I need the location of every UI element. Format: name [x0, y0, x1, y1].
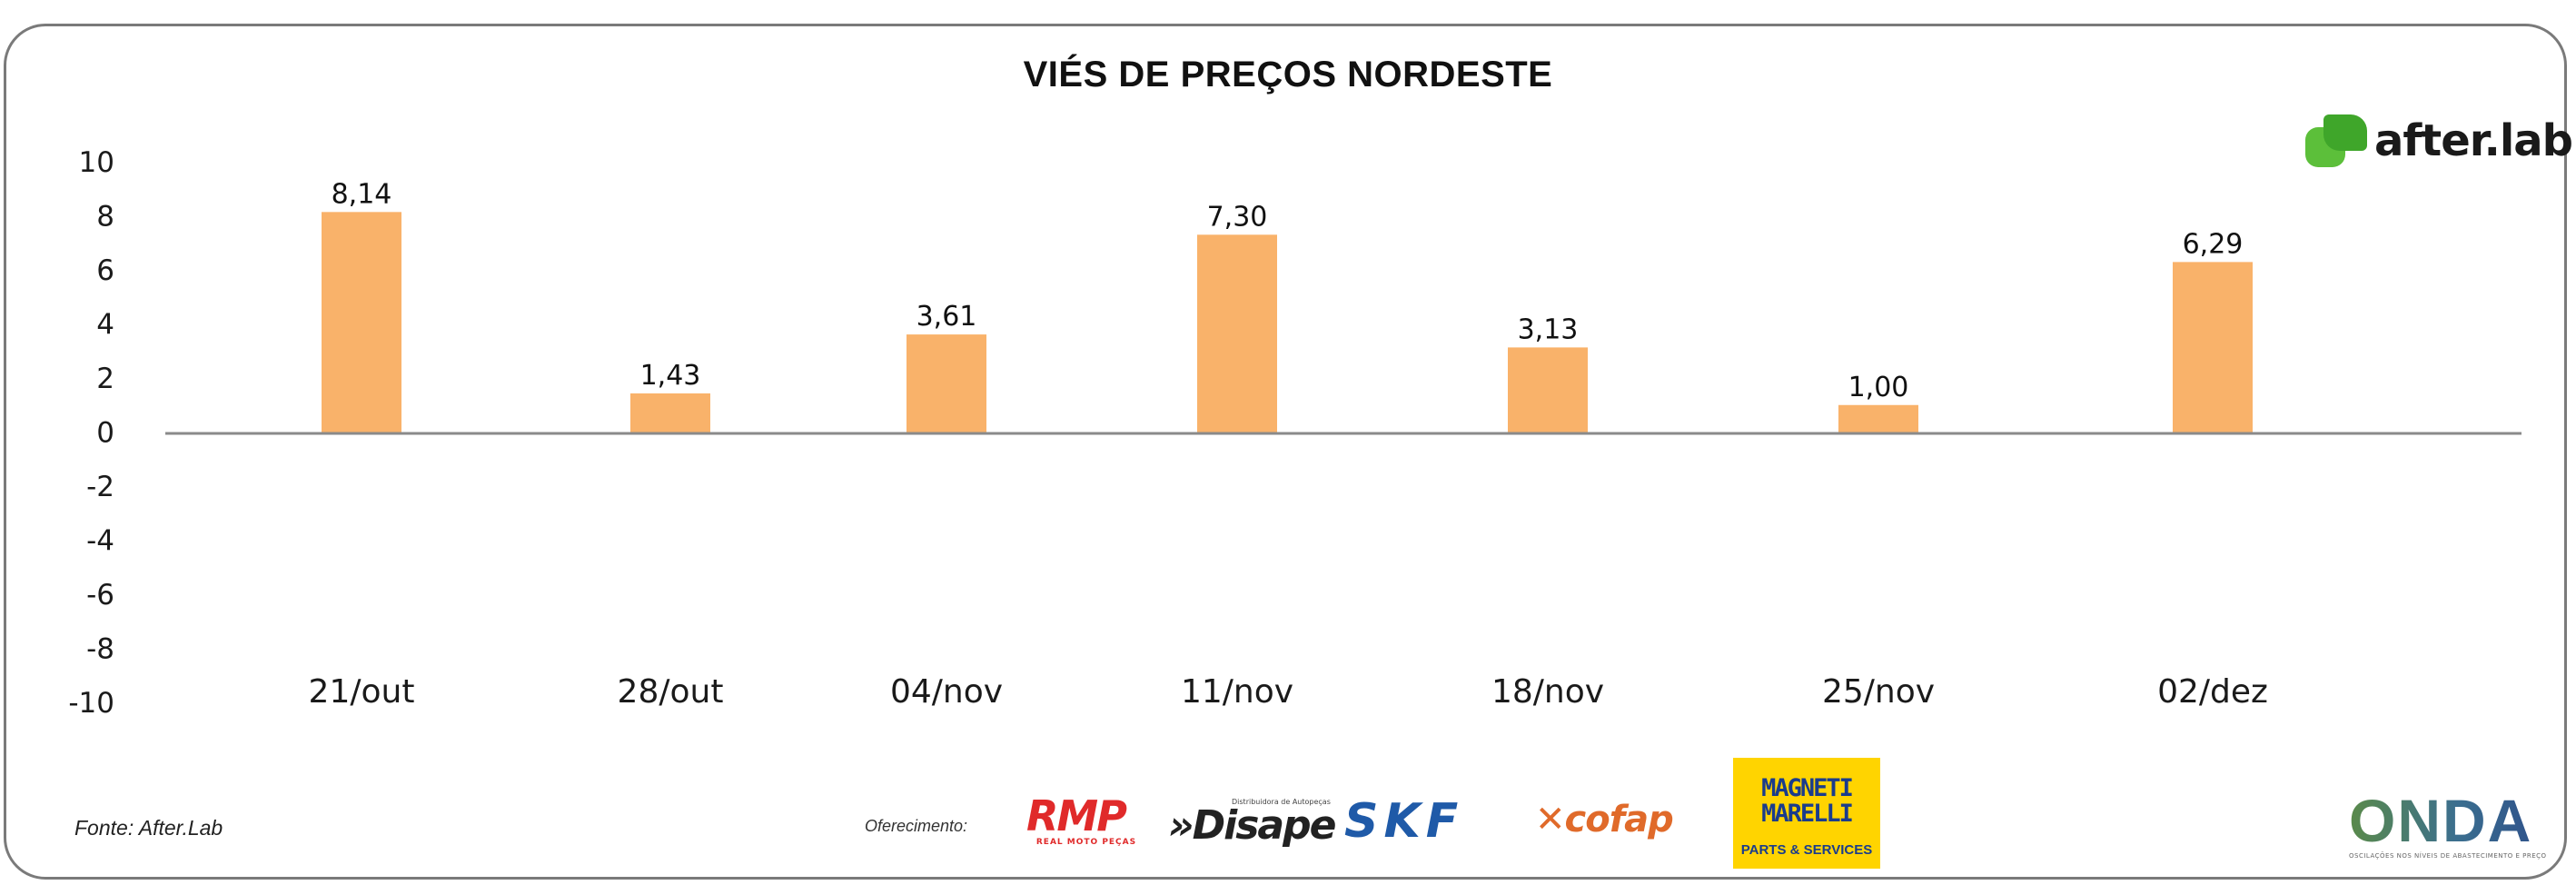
- data-label: 1,43: [640, 360, 701, 392]
- data-label: 8,14: [332, 178, 392, 210]
- bar: [2173, 262, 2253, 433]
- magneti-marelli-text: MAGNETI MARELLI: [1761, 774, 1854, 828]
- cofap-chevron-icon: ✕: [1535, 799, 1566, 840]
- x-category-label: 02/dez: [2157, 673, 2268, 711]
- y-tick-label: 2: [96, 363, 114, 395]
- x-category-label: 11/nov: [1181, 673, 1293, 711]
- data-label: 3,61: [916, 301, 977, 333]
- data-label: 3,13: [1518, 313, 1579, 345]
- y-tick-label: -8: [86, 633, 114, 666]
- data-label: 6,29: [2183, 228, 2244, 260]
- cofap-logo-text: cofap: [1564, 799, 1674, 840]
- rmp-logo: RMP REAL MOTO PEÇAS: [1026, 794, 1146, 847]
- bar: [1197, 234, 1277, 433]
- y-axis-ticks: 10 8 6 4 2 0 -2 -4 -6 -8 -10: [68, 146, 114, 720]
- disape-logo-text: »Disape: [1168, 802, 1336, 849]
- bar: [322, 212, 401, 433]
- y-tick-label: -4: [86, 525, 114, 558]
- rmp-logo-text: RMP: [1026, 791, 1127, 840]
- afterlab-logo: after.lab: [2305, 114, 2573, 167]
- afterlab-logo-text: after.lab: [2374, 115, 2573, 166]
- source-note: Fonte: After.Lab: [74, 816, 223, 840]
- bar: [1838, 404, 1918, 433]
- onda-logo-text: ONDA: [2349, 791, 2547, 850]
- data-label: 1,00: [1848, 372, 1909, 403]
- x-category-label: 28/out: [618, 673, 724, 711]
- bar: [630, 393, 710, 433]
- chart-title: VIÉS DE PREÇOS NORDESTE: [1023, 55, 1553, 94]
- x-category-label: 25/nov: [1822, 673, 1935, 711]
- magneti-marelli-logo: MAGNETI MARELLI PARTS & SERVICES: [1733, 758, 1880, 869]
- magneti-parts-services: PARTS & SERVICES: [1740, 842, 1873, 858]
- x-category-label: 04/nov: [890, 673, 1003, 711]
- data-label: 7,30: [1207, 201, 1268, 233]
- onda-logo: ONDA OSCILAÇÕES NOS NÍVEIS DE ABASTECIME…: [2349, 791, 2547, 860]
- bars: [322, 212, 2253, 433]
- y-tick-label: 8: [96, 201, 114, 234]
- y-tick-label: -2: [86, 471, 114, 503]
- disape-logo: Distribuidora de Autopeças »Disape: [1168, 798, 1336, 849]
- y-tick-label: -10: [68, 687, 114, 720]
- chart-frame: [4, 24, 2567, 880]
- x-axis-categories: 21/out 28/out 04/nov 11/nov 18/nov 25/nov 02/d…: [309, 673, 2268, 711]
- y-tick-label: 0: [96, 417, 114, 450]
- x-category-label: 18/nov: [1491, 673, 1604, 711]
- rmp-logo-sub: REAL MOTO PEÇAS: [1035, 838, 1137, 847]
- y-tick-label: -6: [86, 579, 114, 612]
- bar: [1508, 347, 1588, 433]
- skf-logo: SKF: [1344, 794, 1464, 849]
- sponsor-label: Oferecimento:: [865, 817, 968, 835]
- x-category-label: 21/out: [309, 673, 415, 711]
- onda-logo-sub: OSCILAÇÕES NOS NÍVEIS DE ABASTECIMENTO E…: [2349, 852, 2547, 860]
- cofap-logo: ✕cofap: [1535, 799, 1674, 840]
- y-tick-label: 10: [79, 146, 114, 179]
- y-tick-label: 4: [96, 309, 114, 342]
- bar: [907, 334, 986, 433]
- data-labels: 8,14 1,43 3,61 7,30 3,13 1,00 6,29: [332, 178, 2244, 403]
- y-tick-label: 6: [96, 254, 114, 287]
- disape-tagline: Distribuidora de Autopeças: [1232, 798, 1331, 806]
- afterlab-mark-icon: [2305, 114, 2369, 167]
